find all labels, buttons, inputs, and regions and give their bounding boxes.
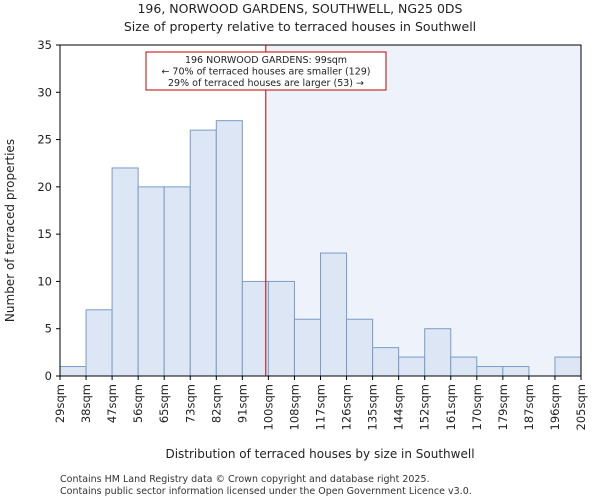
y-tick-label: 10: [37, 274, 52, 288]
bar-196sqm: [554, 356, 582, 377]
bar-100sqm: [267, 280, 295, 377]
x-tick-label: 161sqm: [444, 384, 458, 430]
bar-29sqm: [59, 366, 87, 377]
bar-126sqm: [346, 318, 374, 377]
bar-38sqm: [85, 309, 113, 377]
bar-82sqm: [215, 120, 243, 377]
bar-91sqm: [241, 280, 269, 377]
x-tick-label: 100sqm: [261, 384, 275, 430]
bars-group: [59, 120, 582, 377]
bar-117sqm: [320, 252, 348, 377]
x-tick-label: 135sqm: [366, 384, 380, 430]
x-tick-label: 65sqm: [157, 384, 171, 423]
bar-65sqm: [163, 186, 191, 377]
x-tick-label: 205sqm: [574, 384, 588, 430]
x-tick-label: 117sqm: [314, 384, 328, 430]
y-axis-ticks: 0 5 10 15 20 25 30 35: [37, 38, 60, 383]
x-tick-label: 126sqm: [340, 384, 354, 430]
x-axis-ticks: 29sqm 38sqm 47sqm 56sqm 65sqm 73sqm 82sqm 91sqm…: [53, 376, 588, 430]
x-tick-label: 187sqm: [522, 384, 536, 430]
x-tick-label: 38sqm: [79, 384, 93, 423]
chart-title: 196, NORWOOD GARDENS, SOUTHWELL, NG25 0D…: [137, 1, 462, 16]
bar-144sqm: [398, 356, 426, 377]
footer-line-2: Contains public sector information licen…: [60, 486, 472, 497]
marker-annotation: 196 NORWOOD GARDENS: 99sqm ← 70% of terr…: [145, 51, 387, 91]
x-tick-label: 196sqm: [548, 384, 562, 430]
x-tick-label: 179sqm: [496, 384, 510, 430]
bar-108sqm: [293, 318, 322, 377]
y-tick-label: 0: [45, 369, 52, 383]
y-tick-label: 20: [37, 180, 52, 194]
annotation-line-3: 29% of terraced houses are larger (53) →: [168, 78, 364, 89]
x-tick-label: 144sqm: [392, 384, 406, 430]
bar-179sqm: [502, 366, 530, 377]
annotation-line-2: ← 70% of terraced houses are smaller (12…: [161, 67, 370, 78]
y-axis-label: Number of terraced properties: [3, 139, 17, 322]
x-tick-label: 108sqm: [287, 384, 301, 430]
annotation-box: [145, 51, 387, 91]
bar-161sqm: [450, 356, 478, 377]
x-tick-label: 152sqm: [418, 384, 432, 430]
y-tick-label: 5: [45, 322, 52, 336]
x-tick-label: 91sqm: [235, 384, 249, 423]
chart-subtitle: Size of property relative to terraced ho…: [124, 19, 476, 34]
bar-47sqm: [111, 167, 139, 377]
footer-line-1: Contains HM Land Registry data © Crown c…: [60, 474, 430, 485]
y-tick-label: 35: [37, 38, 52, 52]
x-tick-label: 47sqm: [105, 384, 119, 423]
x-tick-label: 29sqm: [53, 384, 67, 423]
x-tick-label: 56sqm: [131, 384, 145, 423]
y-tick-label: 15: [37, 227, 52, 241]
x-axis-label: Distribution of terraced houses by size …: [165, 447, 474, 461]
bar-135sqm: [372, 347, 400, 377]
bar-56sqm: [137, 186, 165, 377]
x-tick-label: 170sqm: [470, 384, 484, 430]
y-tick-label: 25: [37, 133, 52, 147]
x-tick-label: 82sqm: [209, 384, 223, 423]
bar-152sqm: [424, 328, 452, 377]
bar-170sqm: [476, 366, 504, 377]
bar-73sqm: [189, 129, 217, 377]
y-tick-label: 30: [37, 85, 52, 99]
annotation-line-1: 196 NORWOOD GARDENS: 99sqm: [185, 55, 347, 66]
x-tick-label: 73sqm: [183, 384, 197, 423]
